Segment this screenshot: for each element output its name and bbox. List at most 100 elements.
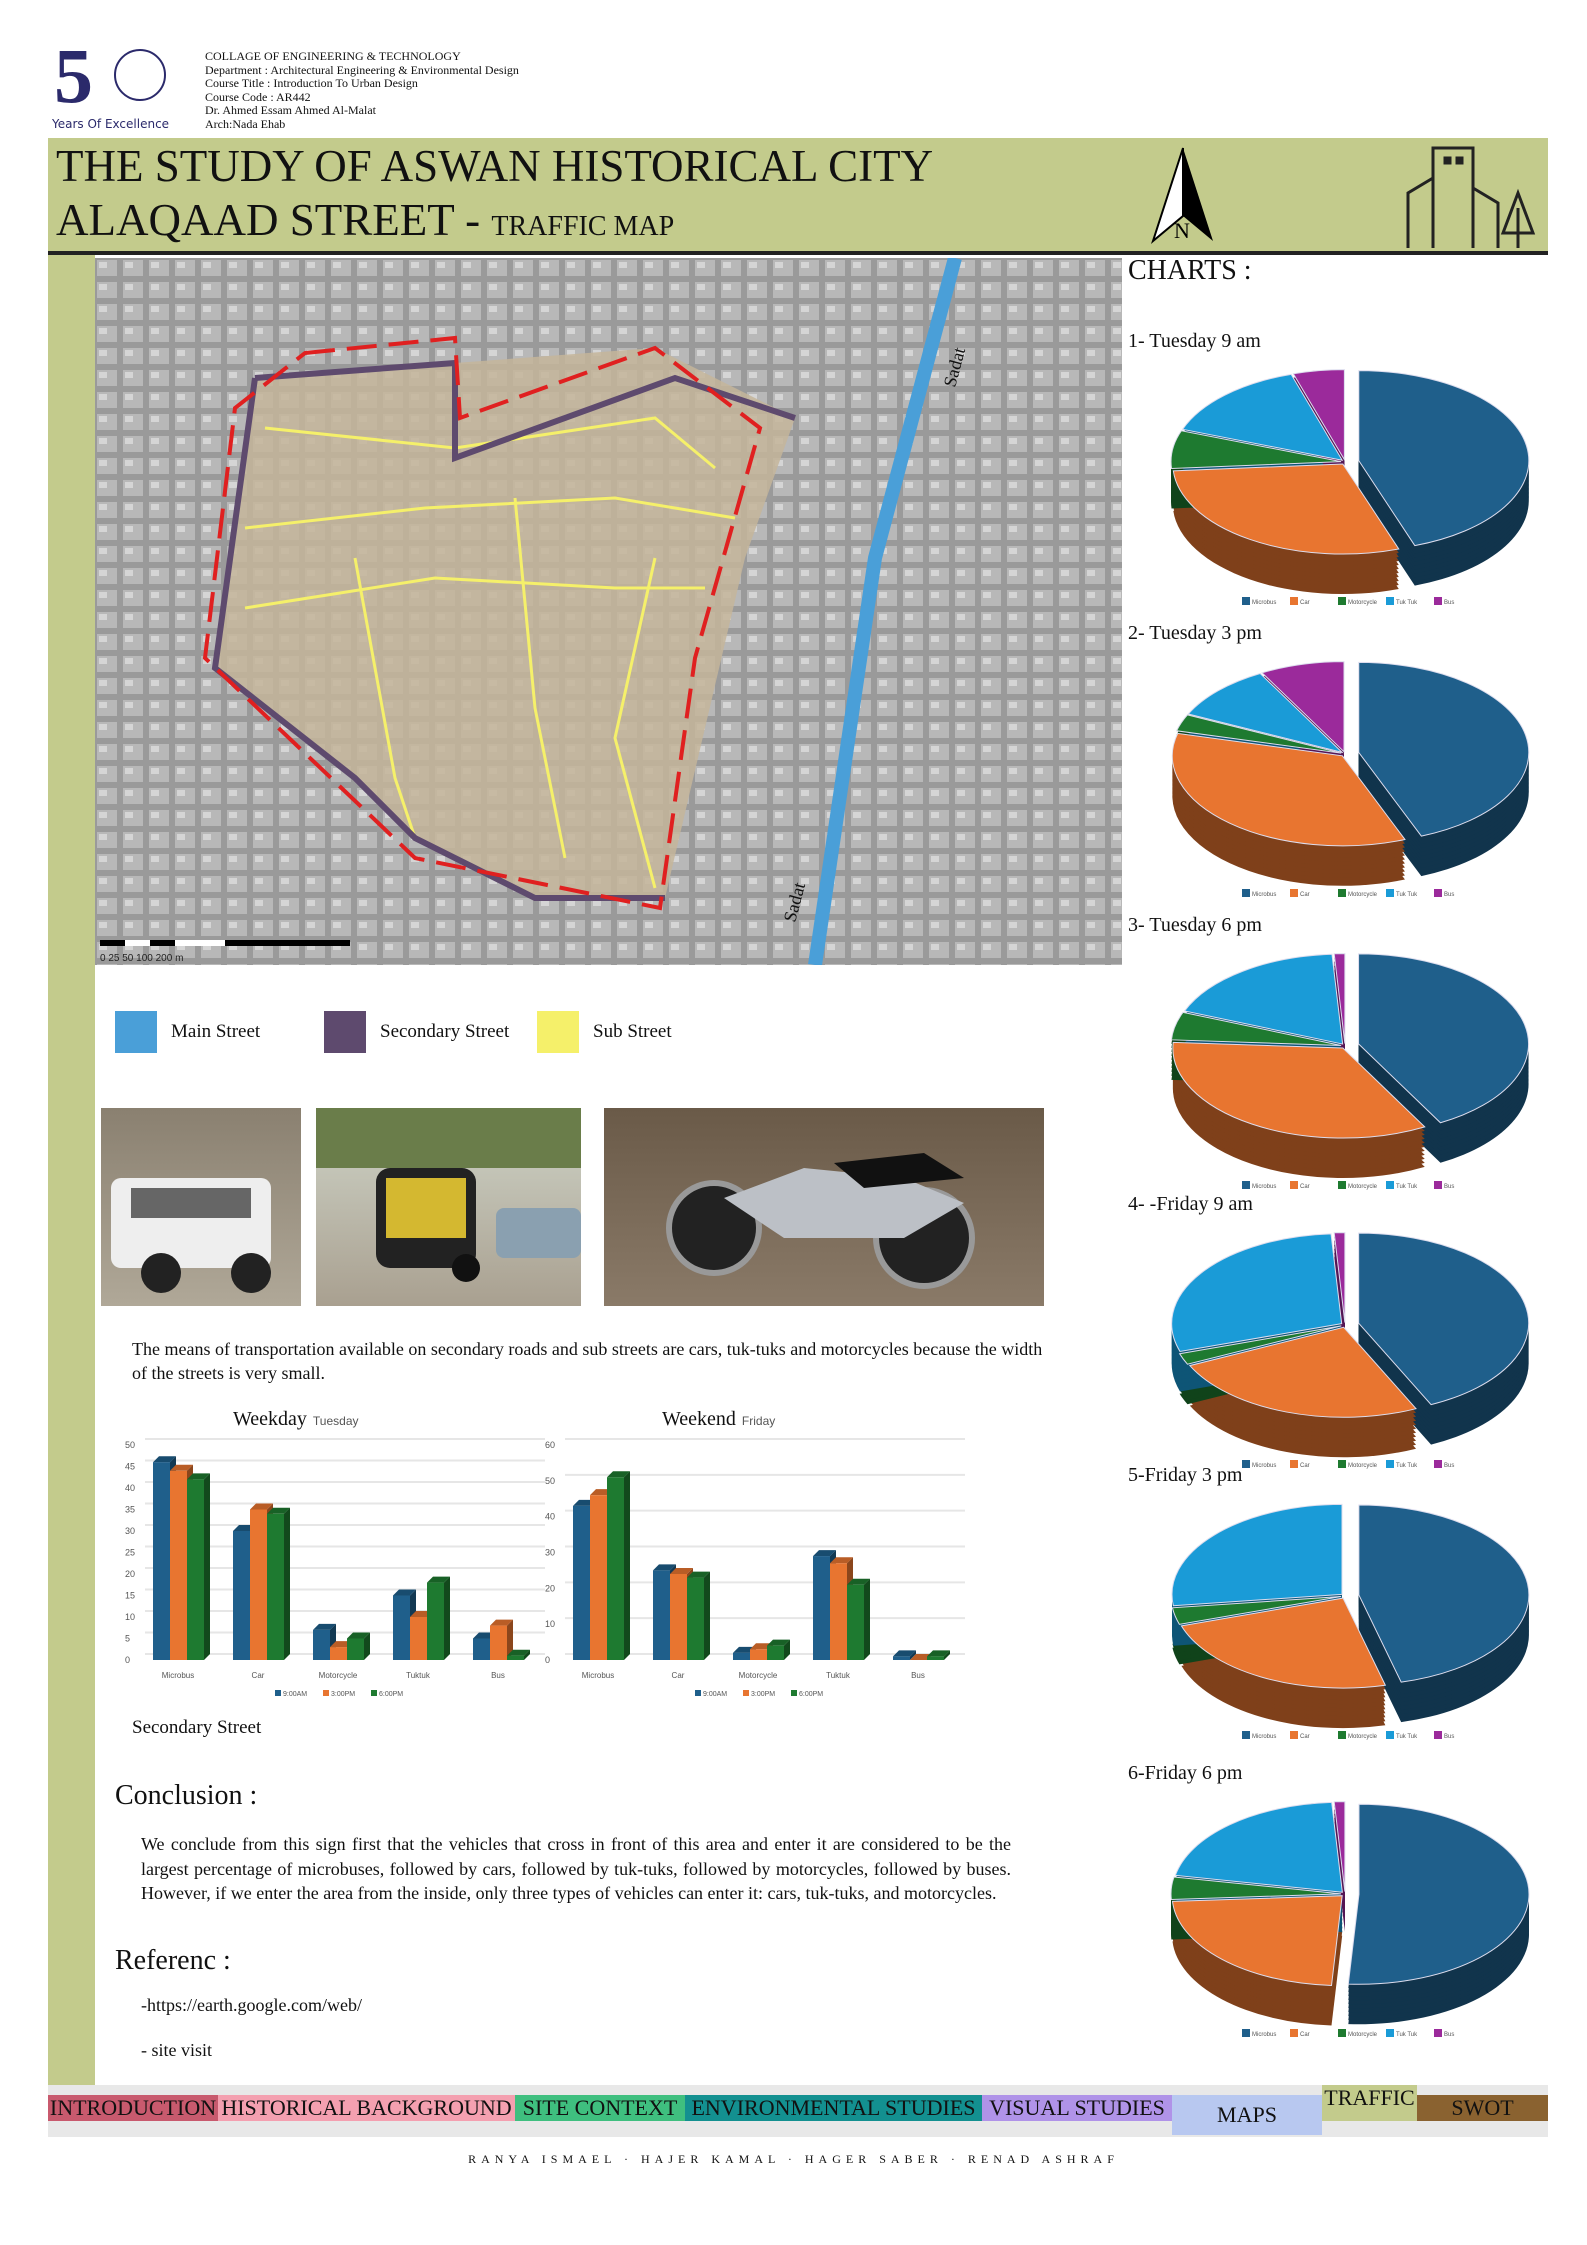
legend-label: Tuk Tuk <box>1396 1463 1418 1469</box>
x-tick-label: Tuktuk <box>406 1671 431 1680</box>
bar-bus-9:00AM <box>473 1638 490 1660</box>
nav-tab-environmental-studies[interactable]: ENVIRONMENTAL STUDIES <box>685 2095 982 2121</box>
title: Weekday <box>233 1408 307 1430</box>
bar-motorcycle-6:00PM <box>347 1638 364 1660</box>
pie-slice-microbus <box>1358 1232 1530 1406</box>
legend-label: Bus <box>1444 892 1454 898</box>
legend-swatch <box>1242 597 1250 605</box>
legend-swatch <box>1338 2029 1346 2037</box>
section-nav: INTRODUCTION HISTORICAL BACKGROUND SITE CO… <box>48 2085 1548 2137</box>
city-buildings-icon <box>1406 146 1536 248</box>
legend-label: Secondary Street <box>380 1021 510 1042</box>
map-type: TRAFFIC MAP <box>491 211 675 242</box>
nav-tab-introduction[interactable]: INTRODUCTION <box>48 2095 218 2121</box>
legend-swatch <box>1338 1460 1346 1468</box>
bar-bus-9:00AM <box>893 1656 910 1660</box>
legend-swatch <box>1338 597 1346 605</box>
legend-label: 9:00AM <box>703 1691 727 1698</box>
pie-slice-microbus <box>1358 953 1530 1124</box>
pie-title: 4- -Friday 9 am <box>1128 1193 1253 1215</box>
legend-label: Tuk Tuk <box>1396 1734 1418 1740</box>
weekday-bar-chart: 0 5 10 15 20 25 30 35 40 45 50 Microbus Car Motorcycl… <box>125 1438 545 1698</box>
bar-top <box>187 1473 210 1480</box>
y-tick-label: 30 <box>125 1526 135 1536</box>
title-banner: THE STUDY OF ASWAN HISTORICAL CITY ALAQA… <box>48 138 1548 255</box>
course-code: Course Code : AR442 <box>205 89 311 104</box>
legend-swatch <box>1242 2029 1250 2037</box>
legend-label: Motorcycle <box>1348 1734 1378 1740</box>
bar-microbus-3:00PM <box>590 1495 607 1660</box>
bar-side <box>910 1650 916 1660</box>
weekday-chart-title: Weekday Tuesday <box>233 1408 359 1431</box>
subtitle: Friday <box>741 1414 776 1428</box>
legend-label: Car <box>1300 1463 1310 1469</box>
legend-label: Car <box>1300 1184 1310 1190</box>
pie-title: 2- Tuesday 3 pm <box>1128 622 1262 644</box>
pie-slice-bus <box>1292 369 1345 462</box>
legend-swatch <box>1434 1181 1442 1189</box>
bar-side <box>284 1507 290 1660</box>
assistant: Arch:Nada Ehab <box>205 116 286 131</box>
traffic-map[interactable]: Sadat Sadat 0 25 50 100 200 m <box>95 258 1122 965</box>
authors: RANYA ISMAEL · HAJER KAMAL · HAGER SABER… <box>468 2152 1119 2166</box>
swatch <box>537 1011 579 1053</box>
nav-tab-maps[interactable]: MAPS <box>1172 2095 1322 2135</box>
street-name: ALAQAAD STREET - <box>56 195 492 245</box>
x-tick-label: Car <box>672 1671 685 1680</box>
nav-tab-visual-studies[interactable]: VISUAL STUDIES <box>982 2095 1172 2121</box>
y-tick-label: 50 <box>545 1476 555 1486</box>
legend-swatch <box>1290 2029 1298 2037</box>
legend-swatch <box>1338 1181 1346 1189</box>
bar-top <box>670 1568 693 1574</box>
reference-link[interactable]: -https://earth.google.com/web/ <box>141 1995 362 2015</box>
nav-tab-historical-background[interactable]: HISTORICAL BACKGROUND <box>218 2095 515 2121</box>
legend-label: Car <box>1300 892 1310 898</box>
pie-slice-tuk-tuk <box>1181 373 1344 461</box>
legend-swatch <box>1386 1460 1394 1468</box>
pie-slice-microbus <box>1347 1803 1530 1985</box>
bar-motorcycle-9:00AM <box>313 1629 330 1660</box>
legend-label: Bus <box>1444 2032 1454 2038</box>
legend-swatch <box>1242 1181 1250 1189</box>
instructor: Dr. Ahmed Essam Ahmed Al-Malat <box>205 103 376 117</box>
y-tick-label: 40 <box>545 1512 555 1522</box>
bar-top <box>813 1550 836 1557</box>
course-title: Course Title : Introduction To Urban Des… <box>205 76 418 90</box>
legend-swatch <box>743 1690 749 1696</box>
legend-swatch <box>323 1690 329 1696</box>
y-tick-label: 0 <box>125 1655 130 1665</box>
legend-swatch <box>371 1690 377 1696</box>
bar-motorcycle-3:00PM <box>750 1649 767 1660</box>
bar-car-9:00AM <box>233 1531 250 1660</box>
pie-slice-car <box>1188 1326 1417 1418</box>
y-tick-label: 25 <box>125 1548 135 1558</box>
legend-swatch <box>1386 889 1394 897</box>
bar-top <box>170 1464 193 1471</box>
x-tick-label: Tuktuk <box>826 1671 851 1680</box>
bar-microbus-9:00AM <box>573 1505 590 1660</box>
pie-slice-motorcycle <box>1175 714 1342 754</box>
legend-label: Microbus <box>1252 2032 1276 2038</box>
y-tick-label: 30 <box>545 1548 555 1558</box>
nav-tab-traffic[interactable]: TRAFFIC <box>1322 2085 1417 2121</box>
legend-swatch <box>1386 1731 1394 1739</box>
legend-swatch <box>1386 2029 1394 2037</box>
legend-swatch <box>1242 1460 1250 1468</box>
pie-slice-motorcycle <box>1170 1876 1342 1901</box>
bar-top <box>847 1578 870 1585</box>
y-tick-label: 60 <box>545 1440 555 1450</box>
y-tick-label: 20 <box>545 1583 555 1593</box>
y-tick-label: 5 <box>125 1634 130 1644</box>
legend-swatch <box>1242 889 1250 897</box>
nav-tab-site-context[interactable]: SITE CONTEXT <box>515 2095 685 2121</box>
title: Weekend <box>662 1408 736 1430</box>
bar-side <box>507 1619 513 1660</box>
transport-description: The means of transportation available on… <box>132 1339 1043 1383</box>
pie-title: 1- Tuesday 9 am <box>1128 330 1261 352</box>
legend-main-street: Main Street <box>115 1010 260 1054</box>
legend-swatch <box>1434 889 1442 897</box>
pie-slice-motorcycle <box>1178 1325 1342 1365</box>
legend-label: Microbus <box>1252 600 1276 606</box>
bar-side <box>864 1578 870 1660</box>
nav-tab-swot[interactable]: SWOT <box>1417 2095 1548 2121</box>
